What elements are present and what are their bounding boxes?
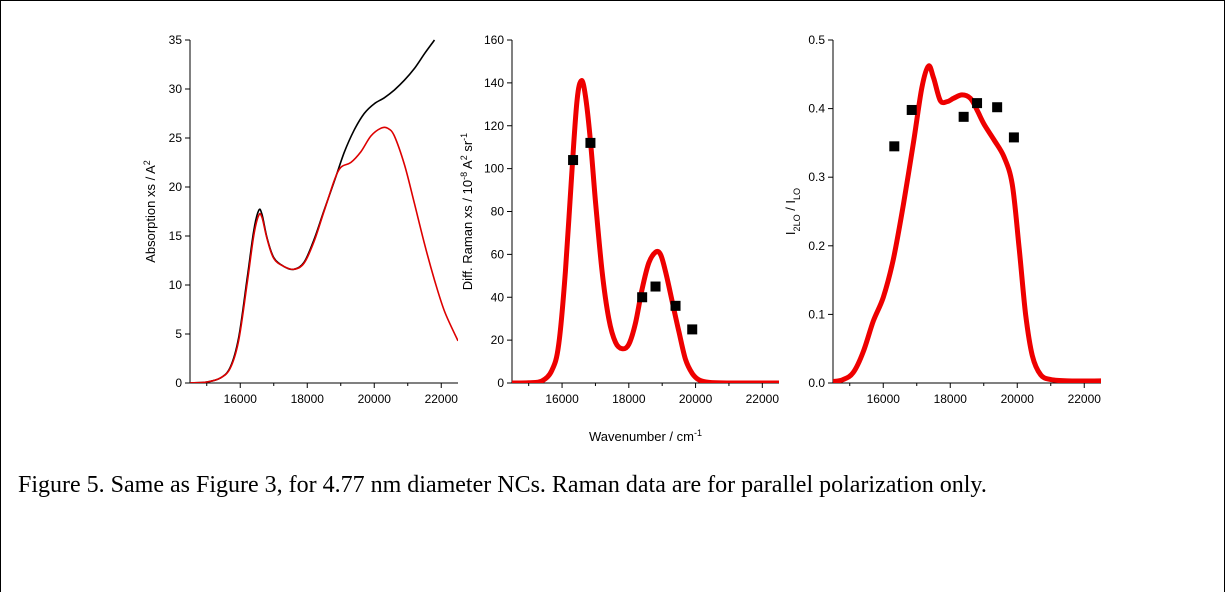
y-tick-label: 100	[484, 162, 504, 176]
y-tick-label: 0.3	[808, 170, 825, 184]
y-tick-label: 0.4	[808, 102, 825, 116]
y-tick-label: 15	[169, 229, 183, 243]
x-tick-label: 20000	[358, 392, 392, 406]
x-tick-label: 22000	[425, 392, 459, 406]
y-axis-label: Diff. Raman xs / 10-8 A2 sr-1	[459, 133, 475, 290]
raman-data-point	[585, 137, 596, 148]
absorption-black-line	[190, 39, 436, 383]
y-tick-label: 0.0	[808, 376, 825, 390]
x-axis-label: Wavenumber / cm-1	[589, 428, 702, 444]
raman-panel: 16000 18000 20000 22000 0 20 40 60 80 100 120 140 16…	[459, 33, 779, 444]
x-tick-label: 22000	[1068, 392, 1102, 406]
y-tick-label: 140	[484, 76, 504, 90]
absorption-panel: 16000 18000 20000 22000 0 5 10 15 20 25 30 35 Absorp…	[142, 33, 458, 406]
y-tick-label: 160	[484, 33, 504, 47]
raman-data-point	[650, 281, 661, 292]
y-tick-label: 30	[169, 82, 183, 96]
y-axis-label: Absorption xs / A2	[142, 160, 158, 263]
y-tick-label: 10	[169, 278, 183, 292]
y-axis-label: I2LO / ILO	[783, 188, 802, 235]
figure-svg: 16000 18000 20000 22000 0 5 10 15 20 25 30 35 Absorp…	[142, 33, 1101, 444]
ratio-fit-line	[833, 63, 1101, 383]
y-tick-label: 0.5	[808, 33, 825, 47]
y-tick-label: 0.1	[808, 307, 825, 321]
y-tick-label: 120	[484, 119, 504, 133]
y-tick-label: 20	[491, 333, 505, 347]
raman-fit-line	[512, 78, 779, 383]
raman-data-point	[637, 292, 648, 303]
x-tick-label: 18000	[934, 392, 968, 406]
y-tick-label: 60	[491, 247, 505, 261]
y-tick-label: 0	[497, 376, 504, 390]
raman-data-point	[687, 324, 698, 335]
ratio-data-point	[1008, 132, 1019, 143]
ratio-panel: 16000 18000 20000 22000 0.0 0.1 0.2 0.3 0.4 0.5 I2…	[783, 33, 1101, 406]
x-tick-label: 18000	[612, 392, 646, 406]
y-tick-label: 20	[169, 180, 183, 194]
ratio-data-point	[906, 104, 917, 115]
x-tick-label: 20000	[679, 392, 713, 406]
y-tick-label: 25	[169, 131, 183, 145]
raman-data-point	[670, 300, 681, 311]
y-tick-label: 80	[491, 205, 505, 219]
x-tick-label: 22000	[746, 392, 780, 406]
y-tick-label: 40	[491, 290, 505, 304]
figure-caption: Figure 5. Same as Figure 3, for 4.77 nm …	[18, 472, 987, 498]
x-tick-label: 18000	[291, 392, 325, 406]
y-tick-label: 0	[175, 376, 182, 390]
ratio-data-point	[992, 102, 1003, 113]
raman-data-point	[568, 155, 579, 166]
y-tick-label: 5	[175, 327, 182, 341]
absorption-red-line	[190, 126, 458, 383]
x-tick-label: 16000	[867, 392, 901, 406]
x-tick-label: 16000	[224, 392, 258, 406]
y-tick-label: 35	[169, 33, 183, 47]
ratio-data-point	[972, 98, 983, 109]
ratio-data-point	[958, 111, 969, 122]
x-tick-label: 16000	[545, 392, 579, 406]
x-tick-label: 20000	[1001, 392, 1035, 406]
y-tick-label: 0.2	[808, 239, 825, 253]
ratio-data-point	[889, 141, 900, 152]
